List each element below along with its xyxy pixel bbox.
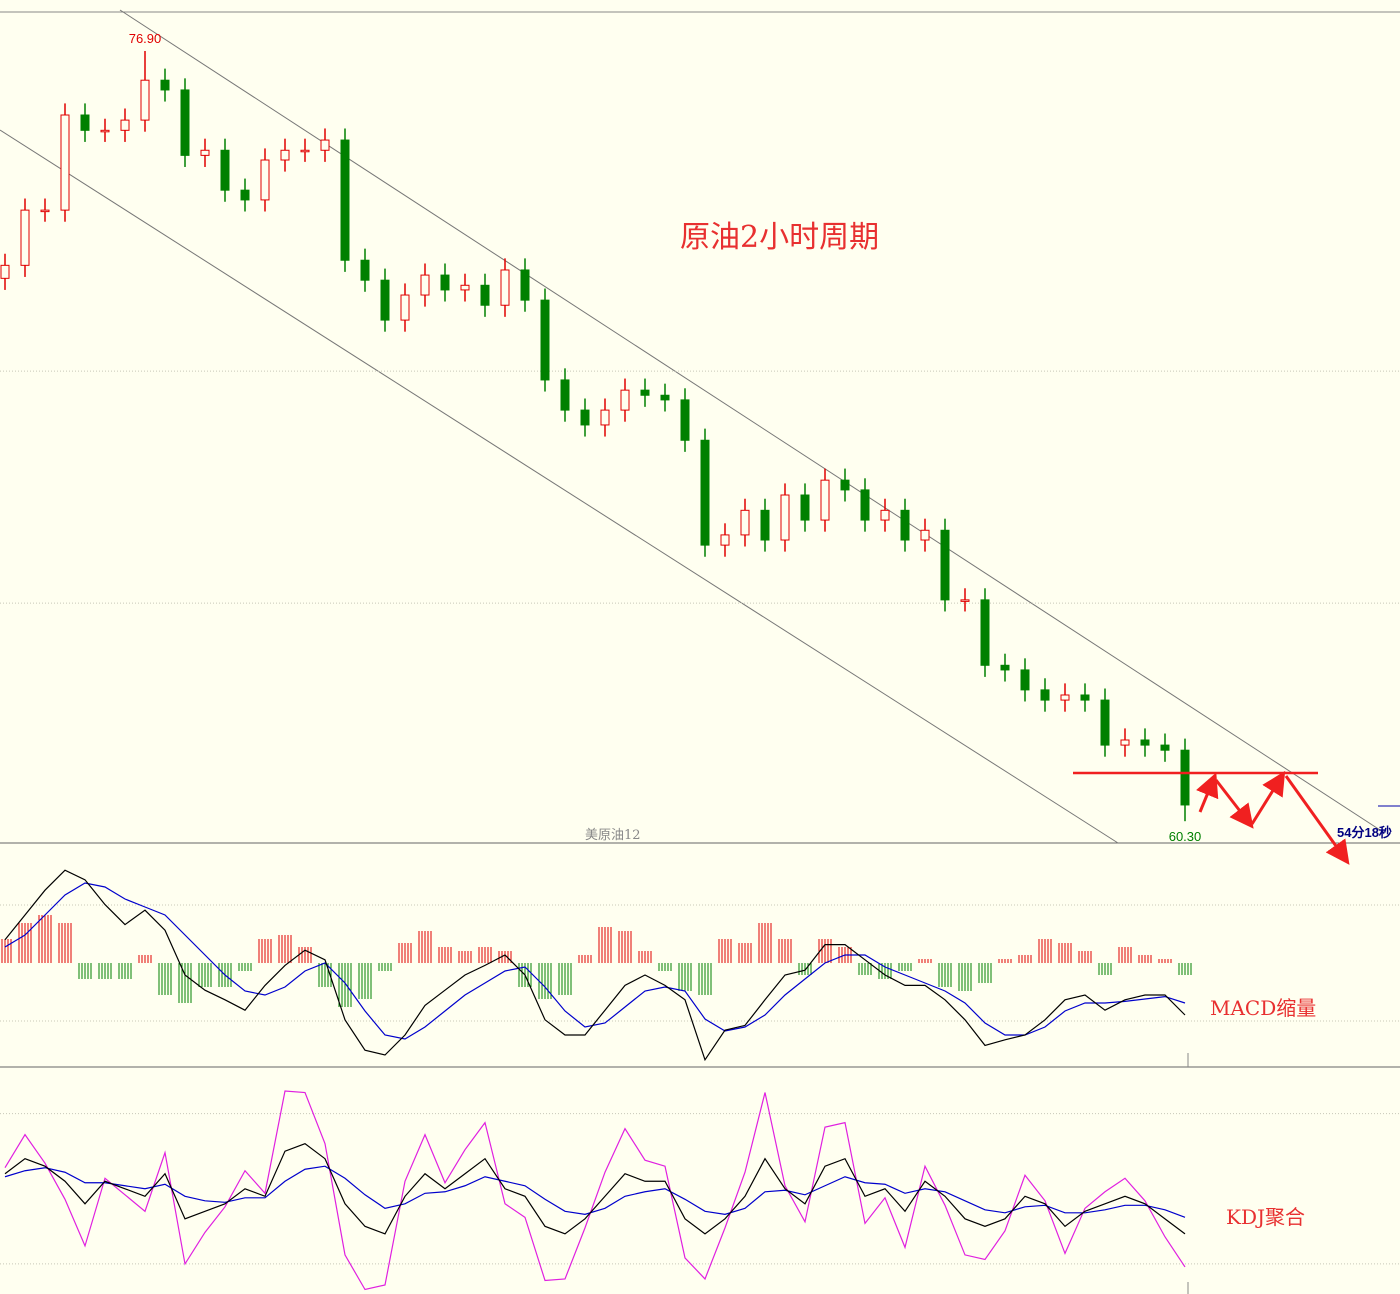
min-label: 60.30 <box>1169 829 1202 844</box>
candle-body <box>560 379 570 411</box>
candle-body <box>320 139 330 151</box>
candle-body <box>520 269 530 301</box>
candle-body <box>620 389 630 411</box>
candle-body <box>700 439 710 546</box>
candle-body <box>140 79 150 121</box>
candle-body <box>60 114 70 211</box>
candle-body <box>220 149 230 191</box>
candle-body <box>600 409 610 426</box>
candle-body <box>900 509 910 541</box>
panel-label: KDJ聚合 <box>1226 1205 1305 1229</box>
forecast-arrow <box>1250 770 1286 825</box>
candle-body <box>500 269 510 306</box>
forecast-arrow <box>1284 775 1350 865</box>
candle-body <box>1160 744 1170 751</box>
symbol-label: 美原油12 <box>585 828 641 843</box>
candle-body <box>1000 664 1010 671</box>
candle-body <box>840 479 850 491</box>
candle-body <box>760 509 770 541</box>
panel-label: MACD缩量 <box>1210 996 1316 1020</box>
d-line <box>4 1165 1186 1218</box>
candle-body <box>120 119 130 131</box>
candle-body <box>960 599 970 602</box>
candle-body <box>1140 739 1150 746</box>
candle-body <box>80 114 90 131</box>
candle-body <box>400 294 410 321</box>
candle-body <box>1060 694 1070 701</box>
candle-body <box>940 529 950 601</box>
candle-body <box>200 149 210 156</box>
candle-body <box>380 279 390 321</box>
candle-body <box>540 299 550 381</box>
candle-body <box>260 159 270 201</box>
candle-body <box>160 79 170 91</box>
candle-body <box>800 494 810 521</box>
candle-body <box>440 274 450 291</box>
candle-body <box>1120 739 1130 746</box>
candle-body <box>340 139 350 261</box>
candle-body <box>300 149 310 153</box>
candle-body <box>720 534 730 546</box>
countdown: 54分18秒 <box>1337 825 1392 840</box>
candle-body <box>740 509 750 536</box>
candle-body <box>860 489 870 521</box>
candle-body <box>980 599 990 666</box>
candle-body <box>420 274 430 296</box>
candle-body <box>20 209 30 266</box>
candle-body <box>240 189 250 201</box>
forecast-arrow <box>1196 772 1219 813</box>
candle-body <box>660 394 670 401</box>
candle-body <box>0 264 10 279</box>
candle-body <box>480 284 490 306</box>
candle-body <box>360 259 370 281</box>
candle-body <box>100 129 110 133</box>
max-label: 76.90 <box>129 31 162 46</box>
candle-body <box>1040 689 1050 701</box>
candle-body <box>40 209 50 213</box>
candle-body <box>680 399 690 441</box>
candle-body <box>460 284 470 291</box>
candle-body <box>1080 694 1090 701</box>
channel-line <box>0 129 1119 844</box>
candle-body <box>1100 699 1110 746</box>
dif-line <box>4 869 1186 1062</box>
marks: 76.90 60.30 <box>0 31 1400 1291</box>
candle-body <box>1020 669 1030 691</box>
candle-body <box>780 494 790 541</box>
forecast-arrow <box>1214 779 1254 829</box>
candle-body <box>580 409 590 426</box>
dea-line <box>4 882 1186 1040</box>
candle-body <box>880 509 890 521</box>
k-line <box>4 1142 1186 1235</box>
candle-body <box>920 529 930 541</box>
channel-line <box>119 9 1381 831</box>
chart-title: 原油2小时周期 <box>680 220 879 255</box>
candle-body <box>280 149 290 161</box>
candle-body <box>1180 749 1190 806</box>
candle-body <box>180 89 190 156</box>
candle-body <box>640 389 650 396</box>
j-line <box>4 1090 1186 1291</box>
candle-body <box>820 479 830 521</box>
